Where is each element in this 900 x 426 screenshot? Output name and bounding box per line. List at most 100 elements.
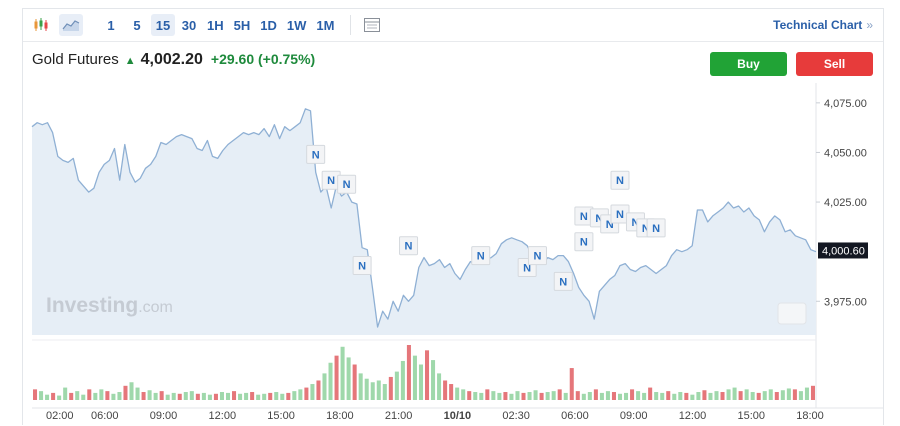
- volume-bar: [352, 364, 357, 400]
- volume-bar: [672, 393, 677, 400]
- volume-bar: [593, 389, 598, 400]
- volume-bar: [376, 380, 381, 400]
- volume-bar: [503, 392, 508, 400]
- news-marker-label: N: [595, 213, 603, 225]
- volume-bar: [87, 389, 92, 400]
- x-tick-label: 21:00: [385, 410, 413, 422]
- volume-bar: [219, 392, 224, 400]
- volume-bar: [232, 391, 237, 400]
- technical-chart-label: Technical Chart: [773, 18, 863, 32]
- volume-bar: [412, 355, 417, 400]
- volume-bar: [473, 392, 478, 400]
- volume-bar: [762, 391, 767, 400]
- last-price-tag-label: 4,000.60: [822, 245, 865, 257]
- volume-bar: [720, 392, 725, 400]
- volume-bar: [485, 389, 490, 400]
- timeframe-1w[interactable]: 1W: [286, 17, 307, 33]
- news-marker[interactable]: [574, 232, 594, 252]
- timeframe-5h[interactable]: 5H: [233, 17, 251, 33]
- volume-bar: [648, 387, 653, 400]
- volume-bar: [738, 391, 743, 400]
- news-marker[interactable]: [352, 256, 372, 276]
- volume-bar: [334, 355, 339, 400]
- volume-bar: [111, 393, 116, 400]
- volume-bar: [382, 384, 387, 400]
- volume-bar: [744, 389, 749, 400]
- y-tick-label: 3,975.00: [824, 296, 867, 308]
- volume-bar: [690, 394, 695, 400]
- volume-bar: [346, 357, 351, 400]
- volume-bar: [159, 391, 164, 400]
- volume-bar: [213, 393, 218, 400]
- volume-bar: [99, 389, 104, 400]
- news-marker[interactable]: [527, 246, 547, 266]
- timeframe-5[interactable]: 5: [133, 17, 141, 33]
- volume-bar: [250, 392, 255, 400]
- volume-bar: [388, 376, 393, 400]
- timeframe-1m[interactable]: 1M: [316, 17, 335, 33]
- volume-bar: [581, 393, 586, 400]
- volume-bar: [364, 378, 369, 400]
- volume-bar: [69, 392, 74, 400]
- volume-bar: [370, 382, 375, 400]
- x-tick-label: 12:00: [209, 410, 237, 422]
- volume-bar: [165, 394, 170, 400]
- volume-bar: [792, 389, 797, 400]
- news-marker[interactable]: [337, 174, 357, 194]
- volume-bar: [617, 393, 623, 400]
- volume-bar: [238, 393, 243, 400]
- volume-bar: [195, 393, 200, 400]
- technical-chart-link[interactable]: Technical Chart»: [773, 18, 873, 32]
- candlestick-chart-icon[interactable]: [29, 14, 53, 36]
- timeframe-selector: 1 5 15 30 1H 5H 1D 1W 1M: [97, 14, 338, 36]
- volume-bar: [292, 391, 297, 400]
- sell-button[interactable]: Sell: [796, 52, 873, 76]
- watermark-brand: Investing: [46, 294, 138, 317]
- volume-bar: [123, 385, 128, 400]
- double-chevron-right-icon: »: [866, 18, 873, 32]
- price-chart[interactable]: Investing.com 4,075.00 4,050.00 4,025.00 3,9…: [23, 9, 883, 426]
- timeframe-30[interactable]: 30: [181, 17, 197, 33]
- volume-bar: [244, 392, 249, 400]
- volume-bar: [557, 389, 562, 400]
- volume-bar: [708, 392, 713, 400]
- volume-bar: [33, 389, 38, 400]
- volume-bar: [660, 392, 665, 400]
- news-marker[interactable]: [553, 271, 573, 291]
- timeframe-1[interactable]: 1: [107, 17, 115, 33]
- up-arrow-icon: ▲: [124, 55, 136, 67]
- volume-bar: [117, 392, 122, 400]
- news-marker[interactable]: [306, 144, 326, 164]
- buy-button[interactable]: Buy: [710, 52, 787, 76]
- volume-bar: [400, 360, 405, 400]
- area-chart-icon[interactable]: [59, 14, 83, 36]
- news-marker-label: N: [580, 211, 588, 223]
- volume-bar: [678, 392, 683, 400]
- timeframe-1h[interactable]: 1H: [207, 17, 224, 33]
- volume-bar: [310, 384, 315, 400]
- table-icon[interactable]: [361, 14, 383, 36]
- x-tick-label: 12:00: [679, 410, 707, 422]
- y-tick-label: 4,050.00: [824, 147, 867, 159]
- timeframe-15[interactable]: 15: [151, 14, 175, 36]
- volume-bar: [39, 391, 44, 400]
- volume-bar: [630, 389, 635, 400]
- volume-bar: [726, 389, 731, 400]
- volume-bar: [515, 391, 520, 400]
- volume-bar: [406, 345, 411, 400]
- price-change: +29.60 (+0.75%): [211, 51, 315, 67]
- scroll-widget[interactable]: [777, 302, 807, 325]
- volume-bar: [316, 380, 321, 400]
- timeframe-1d[interactable]: 1D: [260, 17, 277, 33]
- x-tick-label: 15:00: [737, 410, 765, 422]
- volume-bar: [611, 392, 616, 400]
- x-tick-label: 02:30: [502, 410, 530, 422]
- volume-bar: [81, 394, 86, 400]
- volume-bar: [147, 390, 152, 400]
- volume-bar: [569, 368, 574, 400]
- news-marker[interactable]: [610, 170, 630, 190]
- news-marker[interactable]: [646, 218, 666, 238]
- news-marker[interactable]: [471, 246, 491, 266]
- news-marker[interactable]: [399, 236, 419, 256]
- news-marker-label: N: [533, 251, 541, 263]
